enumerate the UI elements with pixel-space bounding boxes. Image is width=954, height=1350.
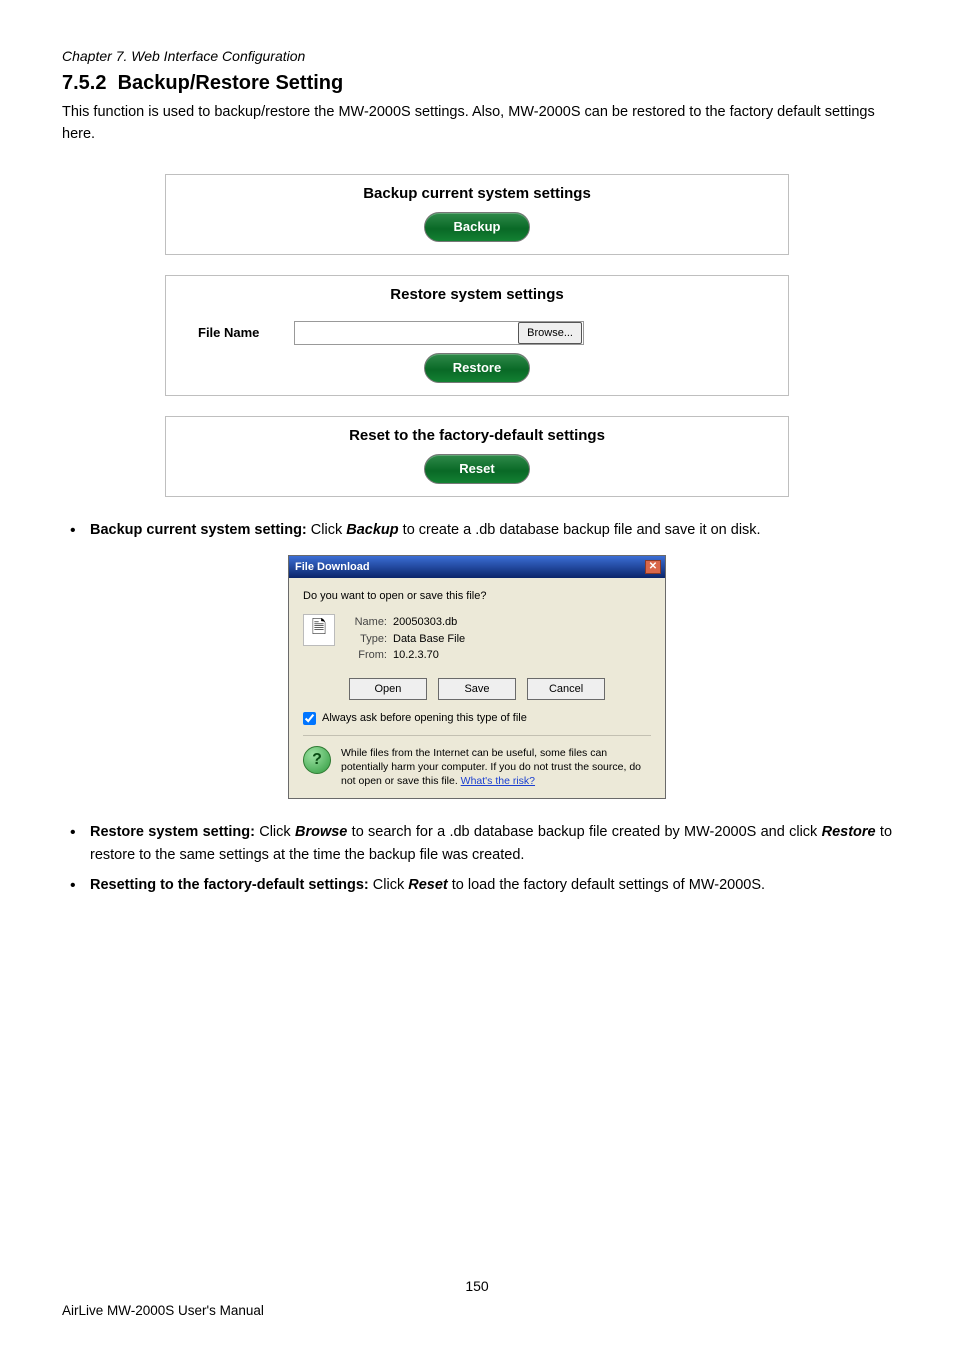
bullet-restore-p2: to search for a .db database backup file… (347, 824, 821, 840)
bullet-restore-a2: Restore (822, 824, 876, 840)
close-icon[interactable]: ✕ (645, 560, 661, 574)
meta-from-value: 10.2.3.70 (393, 647, 439, 664)
reset-panel: Reset to the factory-default settings Re… (165, 416, 789, 497)
always-ask-label: Always ask before opening this type of f… (322, 712, 527, 724)
meta-name-key: Name: (345, 614, 387, 631)
bullet-reset-p2: to load the factory default settings of … (448, 877, 765, 893)
file-download-dialog: File Download ✕ Do you want to open or s… (288, 555, 666, 799)
dialog-question: Do you want to open or save this file? (303, 590, 651, 602)
bullet-backup-action: Backup (346, 522, 398, 538)
page-number: 150 (0, 1278, 954, 1294)
backup-panel: Backup current system settings Backup (165, 174, 789, 255)
file-name-input[interactable] (295, 322, 518, 344)
open-button[interactable]: Open (349, 678, 427, 700)
intro-paragraph: This function is used to backup/restore … (62, 101, 892, 146)
bullet-backup-mid: Click (307, 522, 346, 538)
dialog-title: File Download (295, 561, 370, 573)
footer-text: AirLive MW-2000S User's Manual (62, 1303, 264, 1318)
bullet-restore-lead: Restore system setting: (90, 824, 255, 840)
reset-button[interactable]: Reset (424, 454, 530, 484)
always-ask-checkbox-row[interactable]: Always ask before opening this type of f… (303, 712, 651, 725)
bullet-backup: Backup current system setting: Click Bac… (62, 519, 892, 541)
restore-button[interactable]: Restore (424, 353, 530, 383)
dialog-meta: Name: 20050303.db Type: Data Base File Fro… (345, 614, 465, 664)
reset-panel-title: Reset to the factory-default settings (166, 417, 788, 454)
bullet-reset: Resetting to the factory-default setting… (62, 874, 892, 896)
bullet-reset-lead: Resetting to the factory-default setting… (90, 877, 369, 893)
dialog-divider (303, 735, 651, 736)
backup-button[interactable]: Backup (424, 212, 530, 242)
file-input-group: Browse... (294, 321, 584, 345)
dialog-warning-text: While files from the Internet can be use… (341, 746, 651, 789)
meta-type-value: Data Base File (393, 631, 465, 648)
bullet-reset-p1: Click (369, 877, 408, 893)
dialog-titlebar: File Download ✕ (289, 556, 665, 578)
save-button[interactable]: Save (438, 678, 516, 700)
meta-from-key: From: (345, 647, 387, 664)
section-name: Backup/Restore Setting (118, 72, 344, 94)
browse-button[interactable]: Browse... (518, 322, 582, 344)
help-icon: ? (303, 746, 331, 774)
cancel-button[interactable]: Cancel (527, 678, 605, 700)
bullet-restore: Restore system setting: Click Browse to … (62, 821, 892, 866)
chapter-header: Chapter 7. Web Interface Configuration (62, 48, 892, 64)
file-name-label: File Name (198, 325, 294, 340)
bullet-restore-a1: Browse (295, 824, 347, 840)
bullet-reset-a1: Reset (408, 877, 448, 893)
bullet-backup-lead: Backup current system setting: (90, 522, 307, 538)
always-ask-checkbox[interactable] (303, 712, 316, 725)
restore-panel-title: Restore system settings (166, 276, 788, 313)
bullet-backup-tail: to create a .db database backup file and… (399, 522, 761, 538)
bullet-restore-p1: Click (255, 824, 295, 840)
backup-panel-title: Backup current system settings (166, 175, 788, 212)
file-icon: 🗎 (303, 614, 335, 646)
meta-type-key: Type: (345, 631, 387, 648)
section-title: 7.5.2 Backup/Restore Setting (62, 72, 892, 95)
meta-name-value: 20050303.db (393, 614, 457, 631)
restore-panel: Restore system settings File Name Browse… (165, 275, 789, 396)
section-number: 7.5.2 (62, 72, 106, 94)
whats-the-risk-link[interactable]: What's the risk? (461, 775, 535, 787)
